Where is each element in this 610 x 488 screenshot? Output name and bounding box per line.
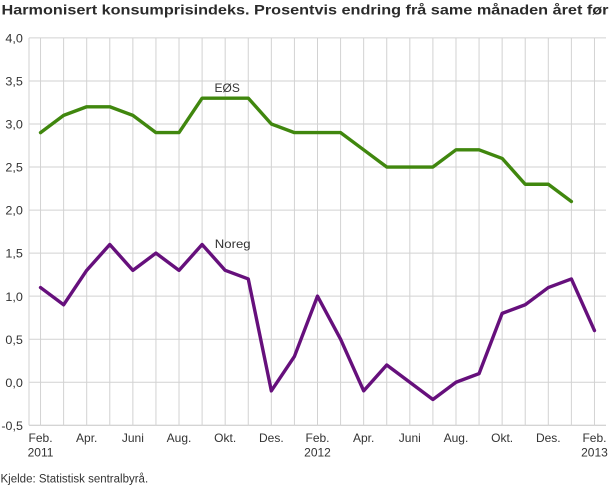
svg-text:Okt.: Okt. — [214, 431, 236, 445]
svg-text:Aug.: Aug. — [444, 431, 469, 445]
svg-text:1,0: 1,0 — [5, 290, 23, 304]
svg-text:2011: 2011 — [28, 445, 54, 459]
svg-text:Okt.: Okt. — [491, 431, 513, 445]
svg-text:Harmonisert konsumprisindeks.: Harmonisert konsumprisindeks. Prosentvis… — [2, 3, 610, 18]
svg-text:1,5: 1,5 — [5, 247, 23, 261]
svg-text:Aug.: Aug. — [167, 431, 192, 445]
svg-text:2012: 2012 — [304, 445, 331, 459]
svg-text:Feb.: Feb. — [29, 431, 53, 445]
svg-text:2013: 2013 — [581, 445, 608, 459]
svg-text:Apr.: Apr. — [353, 431, 374, 445]
svg-text:Feb.: Feb. — [582, 431, 606, 445]
svg-text:Des.: Des. — [536, 431, 561, 445]
svg-text:-0,5: -0,5 — [1, 419, 23, 433]
svg-text:0,5: 0,5 — [5, 333, 23, 347]
svg-text:Juni: Juni — [122, 431, 144, 445]
svg-text:Noreg: Noreg — [215, 237, 251, 251]
svg-text:EØS: EØS — [215, 81, 240, 95]
svg-text:Feb.: Feb. — [305, 431, 329, 445]
svg-text:3,0: 3,0 — [5, 118, 23, 132]
svg-text:Kjelde: Statistisk sentralbyrå: Kjelde: Statistisk sentralbyrå. — [1, 474, 149, 486]
svg-text:3,5: 3,5 — [5, 75, 23, 89]
svg-text:Des.: Des. — [259, 431, 284, 445]
svg-text:Juni: Juni — [399, 431, 421, 445]
svg-text:2,0: 2,0 — [5, 204, 23, 218]
svg-text:4,0: 4,0 — [5, 32, 23, 46]
svg-text:2,5: 2,5 — [5, 161, 23, 175]
svg-text:Apr.: Apr. — [76, 431, 97, 445]
svg-text:0,0: 0,0 — [5, 376, 23, 390]
